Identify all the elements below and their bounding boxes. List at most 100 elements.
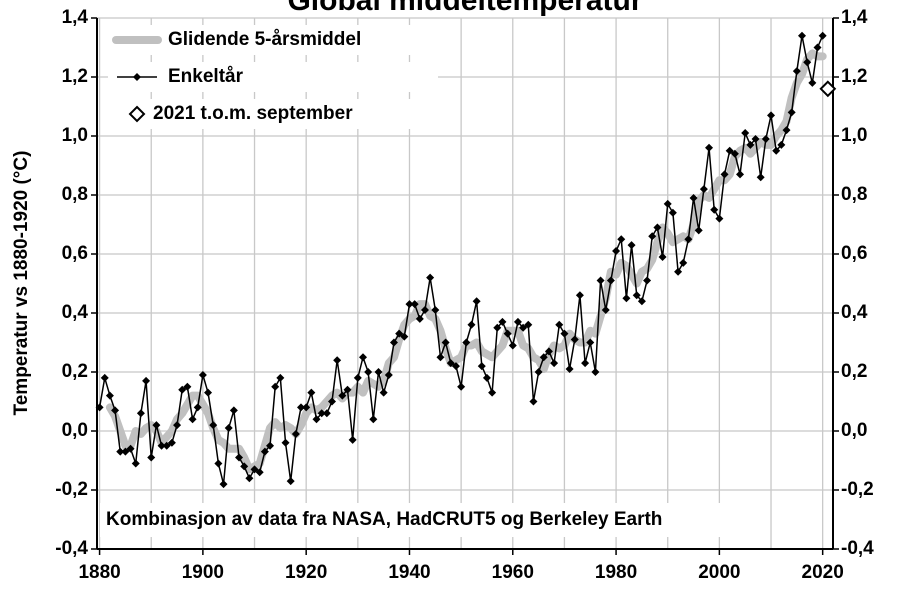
marker [637, 297, 646, 306]
marker [204, 388, 213, 397]
marker [663, 199, 672, 208]
marker [684, 235, 693, 244]
y-tick-label: 0,0 [62, 420, 88, 441]
y-tick-label: -0,4 [55, 538, 88, 559]
marker [100, 373, 109, 382]
marker [297, 403, 306, 412]
marker [792, 67, 801, 76]
marker [193, 403, 202, 412]
marker [606, 276, 615, 285]
marker [679, 258, 688, 267]
marker [209, 421, 218, 430]
marker [668, 208, 677, 217]
marker [715, 214, 724, 223]
marker [550, 359, 559, 368]
marker [405, 300, 414, 309]
marker [570, 335, 579, 344]
marker [772, 146, 781, 155]
legend-label: Enkeltår [168, 66, 244, 87]
marker [214, 459, 223, 468]
y2-tick-label: 1,4 [841, 7, 868, 28]
y-tick-label: 1,2 [62, 66, 88, 87]
legend-marker [128, 105, 146, 123]
marker [503, 329, 512, 338]
marker [338, 391, 347, 400]
y2-tick-label: 1,0 [841, 125, 867, 146]
marker [131, 459, 140, 468]
marker [266, 441, 275, 450]
y2-tick-label: 0,6 [841, 243, 867, 264]
marker [699, 185, 708, 194]
marker [818, 31, 827, 40]
marker [353, 373, 362, 382]
marker [317, 409, 326, 418]
marker [462, 338, 471, 347]
marker [307, 388, 316, 397]
marker [544, 347, 553, 356]
marker [653, 223, 662, 232]
marker [431, 306, 440, 315]
marker [519, 323, 528, 332]
marker [451, 362, 460, 371]
marker [116, 447, 125, 456]
marker [477, 362, 486, 371]
marker [229, 406, 238, 415]
marker [720, 170, 729, 179]
marker [689, 193, 698, 202]
marker [658, 252, 667, 261]
legend-bg [108, 99, 438, 129]
marker [142, 376, 151, 385]
marker [441, 338, 450, 347]
marker [389, 338, 398, 347]
marker [457, 382, 466, 391]
marker [358, 353, 367, 362]
marker [581, 359, 590, 368]
y2-tick-label: -0,4 [841, 538, 874, 559]
marker [808, 78, 817, 87]
marker [188, 415, 197, 424]
y2-tick-label: 0,4 [841, 302, 868, 323]
marker [183, 382, 192, 391]
annotation: Kombinasjon av data fra NASA, HadCRUT5 o… [106, 509, 662, 530]
marker [420, 306, 429, 315]
marker [787, 108, 796, 117]
marker [508, 341, 517, 350]
marker [539, 353, 548, 362]
marker [622, 294, 631, 303]
marker [374, 368, 383, 376]
marker [224, 424, 233, 433]
x-tick-label: 2020 [802, 562, 844, 583]
x-tick-label: 1940 [388, 562, 430, 583]
y-axis-label: Temperatur vs 1880-1920 (°C) [11, 151, 32, 416]
marker [219, 480, 228, 489]
marker [777, 140, 786, 149]
x-tick-label: 2000 [698, 562, 740, 583]
marker [560, 329, 569, 338]
annotation-bg [100, 503, 770, 537]
y2-tick-label: 0,8 [841, 184, 867, 205]
marker [767, 111, 776, 120]
marker [746, 140, 755, 149]
marker [245, 474, 254, 483]
marker [415, 314, 424, 323]
legend-label: 2021 t.o.m. september [153, 103, 353, 124]
y-tick-label: 1,0 [62, 125, 88, 146]
marker [157, 441, 166, 450]
marker [586, 338, 595, 347]
marker [482, 373, 491, 382]
marker [612, 247, 621, 256]
y2-tick-label: 1,2 [841, 66, 867, 87]
marker [126, 444, 135, 453]
marker [472, 297, 481, 306]
marker [105, 391, 114, 400]
marker [643, 276, 652, 285]
marker [798, 31, 807, 40]
x-tick-label: 1920 [285, 562, 327, 583]
marker [395, 329, 404, 338]
marker [369, 415, 378, 424]
y-tick-label: 0,8 [62, 184, 88, 205]
marker [111, 406, 120, 415]
marker [95, 403, 104, 412]
marker [761, 134, 770, 143]
